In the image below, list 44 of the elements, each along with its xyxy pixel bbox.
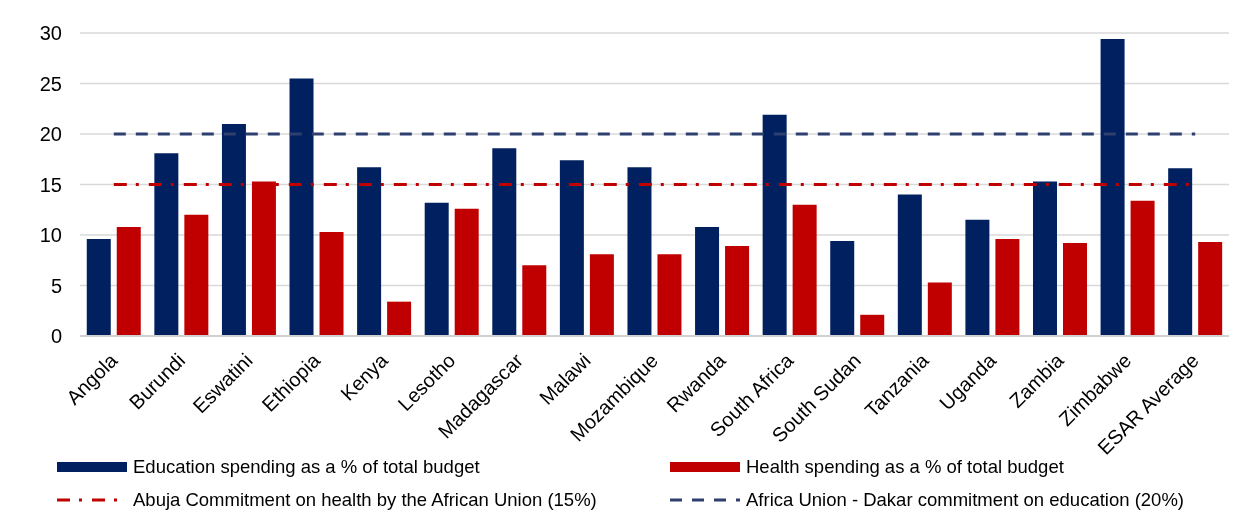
bar <box>897 194 922 336</box>
bar <box>154 153 179 336</box>
legend-label: Health spending as a % of total budget <box>746 455 1064 478</box>
legend-label: Education spending as a % of total budget <box>133 455 480 478</box>
y-tick-label: 20 <box>39 123 62 146</box>
bar <box>965 219 990 336</box>
bar <box>589 254 614 336</box>
y-tick-label: 30 <box>39 22 62 45</box>
bar <box>454 208 479 336</box>
bar <box>792 204 817 336</box>
bar <box>86 239 111 336</box>
bar <box>289 78 314 336</box>
bar <box>424 202 449 336</box>
y-tick-label: 15 <box>39 173 62 196</box>
bar <box>357 167 382 336</box>
bar <box>522 265 547 336</box>
bar <box>1100 39 1125 336</box>
bar <box>1130 200 1155 336</box>
bar <box>1032 181 1057 336</box>
bar <box>1062 243 1087 336</box>
bar <box>627 167 652 336</box>
y-tick-label: 10 <box>39 224 62 247</box>
bar <box>1198 242 1223 336</box>
bar <box>725 246 750 336</box>
bar <box>1168 168 1193 336</box>
bar <box>762 114 787 336</box>
bar <box>492 148 517 336</box>
bar <box>657 254 682 336</box>
legend-label: Africa Union - Dakar commitment on education (20%) <box>746 488 1185 511</box>
bar <box>860 314 885 336</box>
bar <box>695 226 720 336</box>
y-tick-label: 5 <box>50 274 62 297</box>
legend-label: Abuja Commitment on health by the African Union (15%) <box>133 488 597 511</box>
bar <box>319 231 344 336</box>
bar <box>184 214 209 336</box>
bar <box>830 241 855 336</box>
y-tick-label: 0 <box>50 325 62 348</box>
bar <box>559 160 584 336</box>
bar <box>221 123 246 336</box>
y-tick-label: 25 <box>39 72 62 95</box>
bar <box>995 239 1020 336</box>
bar <box>387 301 412 336</box>
bar <box>927 282 952 336</box>
bar <box>116 226 141 336</box>
